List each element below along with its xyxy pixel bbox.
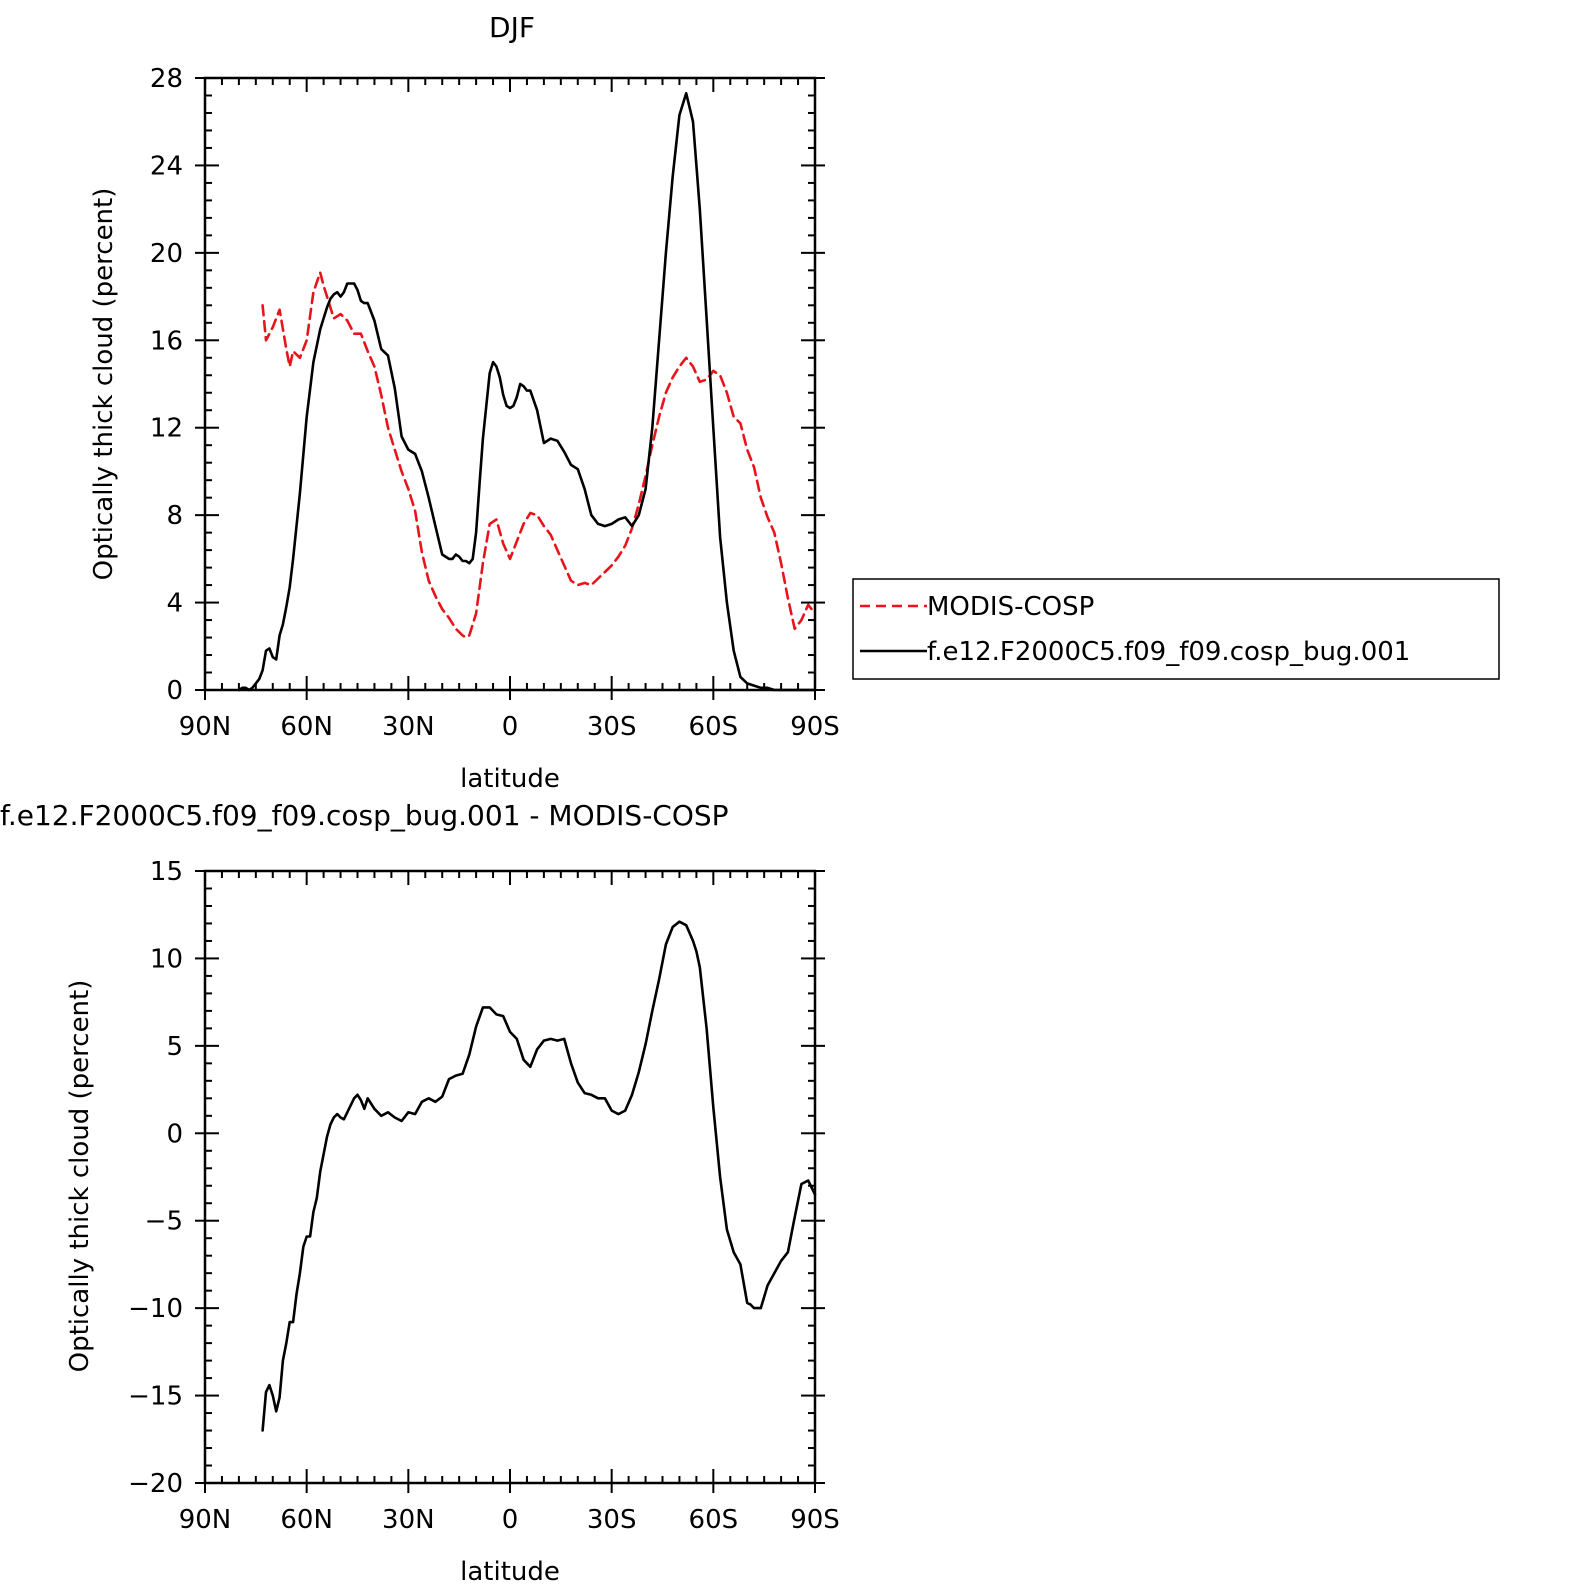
bottom-x-axis-title: latitude <box>460 1557 560 1585</box>
top-y-tick-label: 12 <box>150 414 183 444</box>
bottom-x-tick-label: 0 <box>502 1505 519 1535</box>
bottom-x-tick-label: 90N <box>179 1505 232 1535</box>
top-y-tick-label: 28 <box>150 64 183 94</box>
bottom-x-tick-label: 90S <box>790 1505 840 1535</box>
bottom-y-tick-label: 15 <box>150 857 183 887</box>
bottom-y-tick-label: −20 <box>128 1469 183 1499</box>
top-x-tick-label: 90N <box>179 712 232 742</box>
top-x-tick-label: 60N <box>280 712 333 742</box>
bottom-x-tick-label: 60S <box>689 1505 739 1535</box>
bottom-plot-title: f.e12.F2000C5.f09_f09.cosp_bug.001 - MOD… <box>0 799 729 832</box>
bottom-y-tick-label: −10 <box>128 1294 183 1324</box>
bottom-x-tick-label: 30N <box>382 1505 435 1535</box>
bottom-y-tick-label: 10 <box>150 944 183 974</box>
top-y-tick-label: 0 <box>166 676 183 706</box>
legend: MODIS-COSP f.e12.F2000C5.f09_f09.cosp_bu… <box>852 578 1500 680</box>
top-plot-frame <box>203 76 817 692</box>
top-y-tick-label: 16 <box>150 326 183 356</box>
bottom-plot-frame <box>203 869 817 1485</box>
top-series-line-0 <box>261 271 817 639</box>
top-y-tick-label: 8 <box>166 501 183 531</box>
bottom-x-tick-label: 60N <box>280 1505 333 1535</box>
bottom-y-tick-label: −15 <box>128 1382 183 1412</box>
legend-label-modis: MODIS-COSP <box>927 592 1094 622</box>
bottom-x-tick-label: 30S <box>587 1505 637 1535</box>
bottom-y-axis-title: Optically thick cloud (percent) <box>65 980 95 1373</box>
top-y-tick-label: 24 <box>150 151 183 181</box>
top-y-axis-title: Optically thick cloud (percent) <box>89 188 119 581</box>
legend-box <box>852 578 1500 680</box>
top-y-tick-label: 4 <box>166 589 183 619</box>
top-x-tick-label: 0 <box>502 712 519 742</box>
top-x-tick-label: 60S <box>689 712 739 742</box>
top-x-tick-label: 90S <box>790 712 840 742</box>
bottom-y-tick-label: −5 <box>145 1207 183 1237</box>
bottom-y-tick-label: 0 <box>166 1119 183 1149</box>
top-series-line-1 <box>237 92 817 692</box>
bottom-y-tick-label: 5 <box>166 1032 183 1062</box>
top-plot-title: DJF <box>489 11 535 44</box>
top-panel: DJF 90N 60N 30N 0 30S 60S 90S 0 4 8 12 16 20 24 28 lat… <box>89 11 1500 794</box>
top-x-tick-label: 30S <box>587 712 637 742</box>
top-y-tick-label: 20 <box>150 239 183 269</box>
top-x-axis-title: latitude <box>460 764 560 794</box>
top-x-tick-label: 30N <box>382 712 435 742</box>
bottom-panel: f.e12.F2000C5.f09_f09.cosp_bug.001 - MOD… <box>0 799 840 1585</box>
legend-label-model: f.e12.F2000C5.f09_f09.cosp_bug.001 <box>927 637 1410 667</box>
bottom-series-line-0 <box>261 920 817 1432</box>
